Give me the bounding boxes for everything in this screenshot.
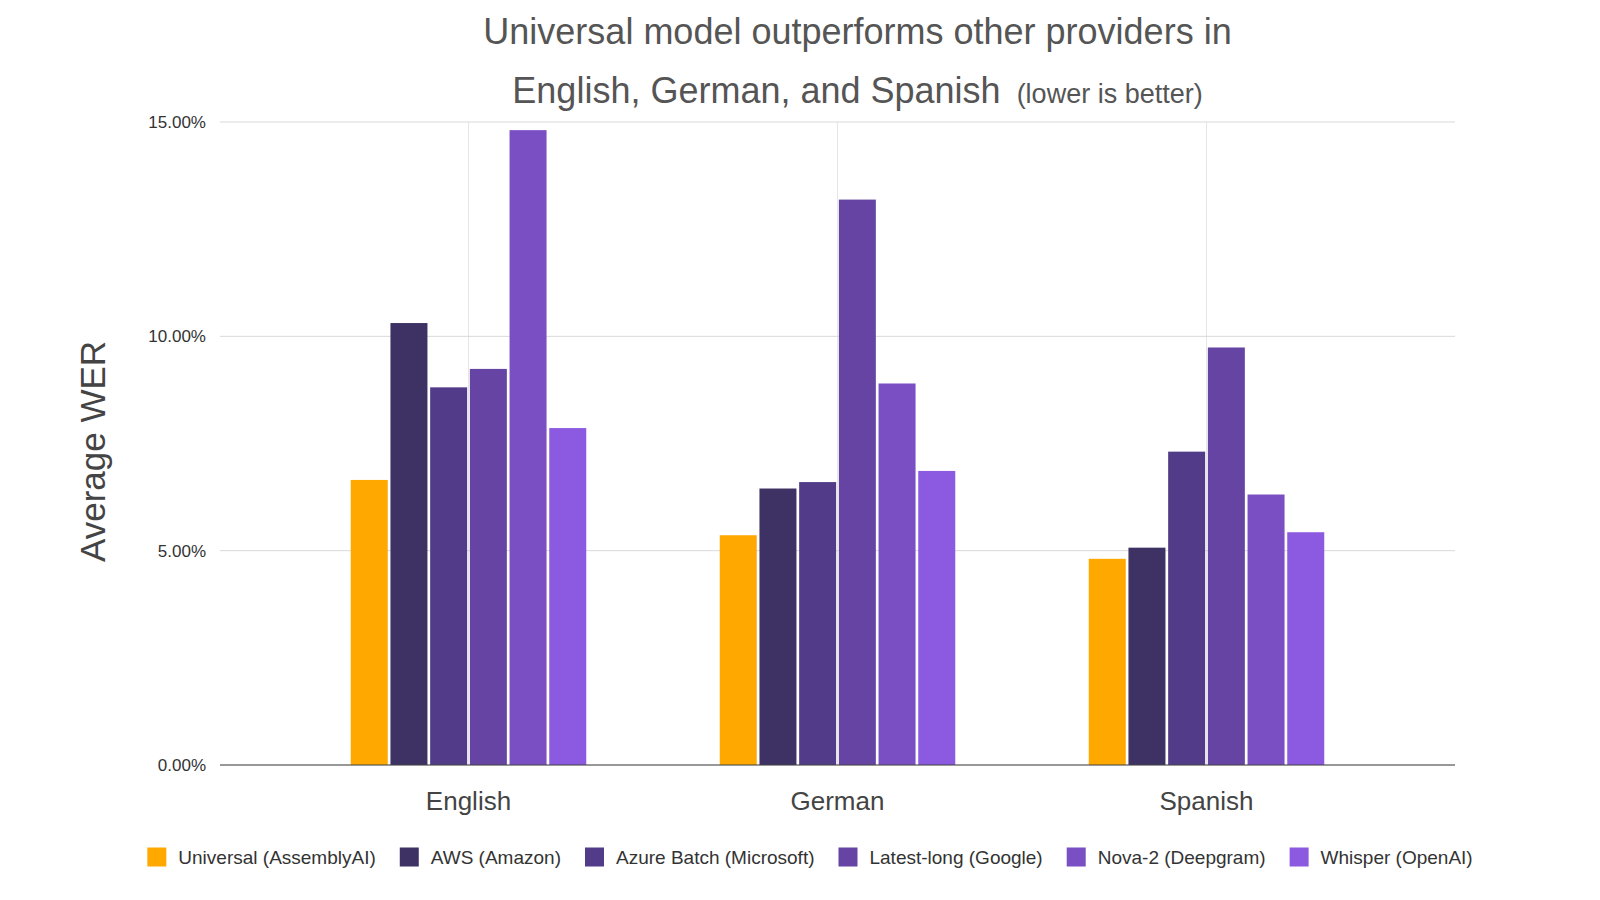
grid-line-x (468, 122, 469, 765)
bar (1248, 495, 1285, 765)
bar (918, 471, 955, 765)
legend-label: Azure Batch (Microsoft) (616, 847, 815, 868)
legend-label: Universal (AssemblyAI) (178, 847, 375, 868)
bar (1208, 347, 1245, 765)
bar (470, 369, 507, 765)
legend-swatch (147, 848, 166, 867)
bars (351, 130, 1325, 765)
legend-swatch (1290, 848, 1309, 867)
bar (549, 428, 586, 765)
title: Universal model outperforms other provid… (483, 11, 1231, 111)
grid-line-x (1206, 122, 1207, 765)
legend-swatch (1067, 848, 1086, 867)
bar (799, 482, 836, 765)
y-tick-label: 15.00% (148, 113, 206, 132)
legend-label: Whisper (OpenAI) (1321, 847, 1473, 868)
legend-label: Nova-2 (Deepgram) (1098, 847, 1266, 868)
bar (720, 535, 757, 765)
title-group: Universal model outperforms other provid… (483, 11, 1231, 111)
bar (1128, 548, 1165, 765)
grid-line-y (220, 765, 1455, 766)
x-tick-label: English (426, 786, 511, 816)
legend-label: AWS (Amazon) (431, 847, 561, 868)
y-axis-label: Average WER (73, 341, 112, 562)
x-tick-label: Spanish (1160, 786, 1254, 816)
bar (510, 130, 547, 765)
legend: Universal (AssemblyAI) AWS (Amazon) Azure … (147, 847, 1472, 868)
x-tick-label: German (791, 786, 885, 816)
bar (839, 200, 876, 765)
y-tick-label: 0.00% (158, 756, 206, 775)
bar (430, 387, 467, 765)
title-line: Universal model outperforms other provid… (483, 11, 1231, 52)
grid (220, 122, 1455, 765)
legend-label: Latest-long (Google) (869, 847, 1042, 868)
legend-swatch (400, 848, 419, 867)
legend-swatch (838, 848, 857, 867)
bar (1287, 532, 1324, 765)
bar (1168, 452, 1205, 765)
y-tick-label: 5.00% (158, 542, 206, 561)
bar (1089, 559, 1126, 765)
bar (879, 383, 916, 765)
x-axis-line (220, 764, 1455, 765)
grid-line-y (220, 122, 1455, 123)
bar (390, 323, 427, 765)
bar (759, 489, 796, 765)
legend-swatch (585, 848, 604, 867)
title-line: English, German, and Spanish (512, 70, 1000, 111)
bar (351, 480, 388, 765)
y-tick-label: 10.00% (148, 327, 206, 346)
chart: Universal model outperforms other provid… (0, 0, 1600, 900)
subtitle: (lower is better) (1017, 79, 1203, 109)
grid-line-x (837, 122, 838, 765)
